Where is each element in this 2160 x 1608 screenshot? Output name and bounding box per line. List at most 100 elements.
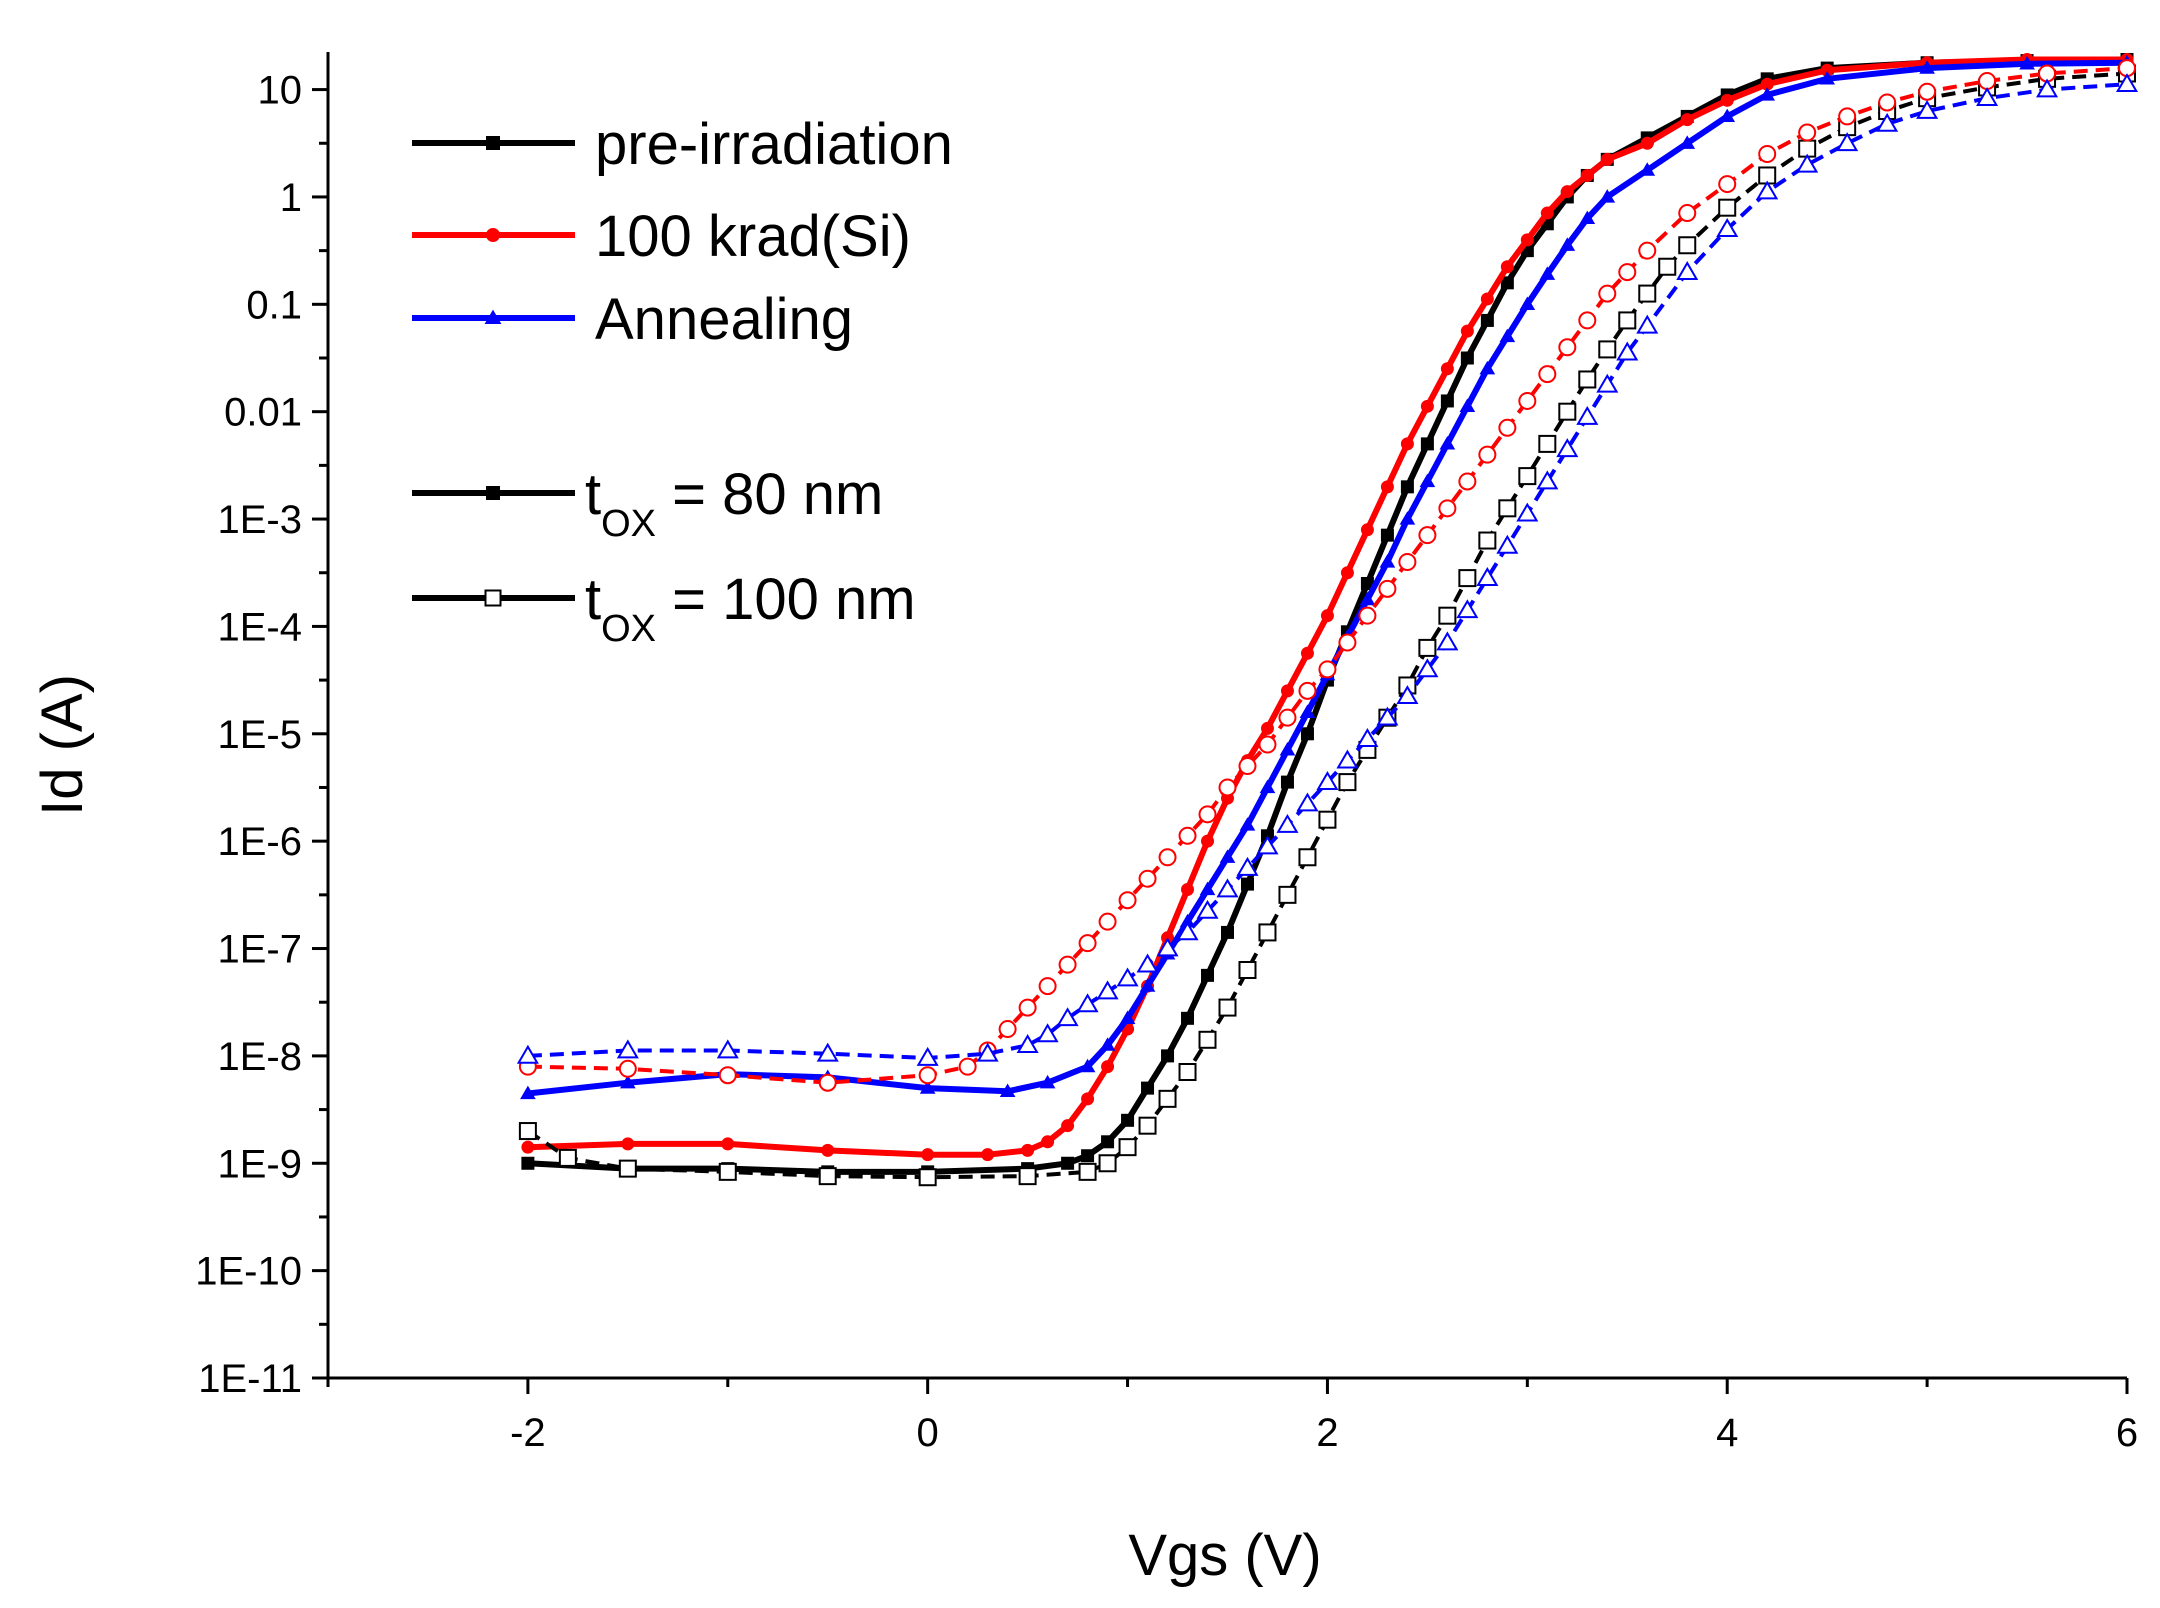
data-point xyxy=(1440,394,1454,408)
data-point xyxy=(918,1066,937,1085)
legend: pre-irradiation 100 krad(Si) Annealing tOX … xyxy=(412,112,953,650)
data-point xyxy=(1176,921,1199,941)
data-point xyxy=(1678,204,1697,223)
data-point xyxy=(1041,1135,1055,1149)
data-point xyxy=(821,1143,835,1157)
data-point xyxy=(1276,813,1299,833)
data-point xyxy=(1141,1081,1155,1095)
data-point xyxy=(1798,123,1817,142)
data-point xyxy=(1518,467,1537,486)
data-point xyxy=(1119,1010,1136,1024)
x-tick-label: 6 xyxy=(2116,1411,2138,1455)
data-point xyxy=(1599,189,1616,203)
data-point xyxy=(1718,198,1737,217)
data-point xyxy=(1256,835,1279,855)
data-point xyxy=(1278,885,1297,904)
x-tick-label: 0 xyxy=(917,1411,939,1455)
data-point xyxy=(1458,569,1477,588)
series-2 xyxy=(521,53,2134,1162)
data-point xyxy=(1359,591,1376,606)
data-point xyxy=(718,1066,737,1085)
data-point xyxy=(1420,399,1434,413)
data-point xyxy=(1380,528,1394,542)
data-point xyxy=(1379,554,1396,568)
data-point xyxy=(1676,260,1699,280)
data-point xyxy=(1236,856,1259,876)
data-point xyxy=(1398,553,1417,571)
data-point xyxy=(1518,391,1537,410)
data-point xyxy=(1279,742,1296,756)
data-point xyxy=(1520,233,1534,247)
data-point xyxy=(618,1059,637,1078)
data-point xyxy=(1280,684,1294,698)
data-point xyxy=(816,1042,839,1062)
data-point xyxy=(1416,658,1439,678)
data-point xyxy=(1639,162,1656,176)
axes-layer: 10 1 0.1 0.01 1E-3 1E-4 1E-5 1E-6 1E-7 1E-8 1E-9 1E… xyxy=(195,52,2138,1455)
data-point xyxy=(1480,292,1494,306)
data-point xyxy=(1500,276,1514,290)
data-point xyxy=(1680,113,1694,127)
data-point xyxy=(1198,1030,1217,1049)
data-point xyxy=(1480,313,1494,327)
data-point xyxy=(1320,609,1334,623)
data-point xyxy=(1419,473,1436,488)
data-point xyxy=(1340,566,1354,580)
data-point xyxy=(1101,1135,1115,1149)
data-point xyxy=(1438,606,1457,625)
data-point xyxy=(1021,1143,1035,1157)
data-point xyxy=(1616,341,1639,361)
legend-entry-4: tOX = 80 nm xyxy=(412,462,883,545)
data-point xyxy=(1838,107,1857,126)
data-point xyxy=(1556,438,1579,458)
data-point xyxy=(1499,328,1516,343)
data-point xyxy=(1300,727,1314,741)
data-point xyxy=(520,1085,536,1100)
data-point xyxy=(1039,1074,1056,1089)
data-point xyxy=(1098,1154,1117,1173)
data-point xyxy=(818,1167,837,1186)
legend-label: pre-irradiation xyxy=(595,112,953,177)
data-point xyxy=(1138,869,1157,888)
data-point xyxy=(1400,480,1414,494)
series-line xyxy=(527,82,2128,1060)
data-point xyxy=(1496,534,1519,554)
data-point xyxy=(516,1044,539,1064)
data-point xyxy=(1438,499,1457,518)
data-point xyxy=(1539,266,1556,280)
x-tick-label: -2 xyxy=(510,1411,546,1455)
data-point xyxy=(999,1083,1016,1097)
data-point xyxy=(1121,1113,1135,1127)
y-tick-label: 1E-9 xyxy=(218,1142,303,1186)
data-point xyxy=(1460,324,1474,338)
data-point xyxy=(1298,681,1317,700)
data-point xyxy=(1638,284,1657,303)
data-point xyxy=(1338,633,1357,652)
data-point xyxy=(718,1162,737,1181)
data-point xyxy=(1118,1138,1137,1157)
legend-marker xyxy=(486,228,500,242)
data-point xyxy=(1658,257,1677,276)
data-point xyxy=(1061,1119,1075,1133)
data-point xyxy=(1819,71,1835,85)
data-point xyxy=(1218,778,1237,797)
data-point xyxy=(1138,1116,1157,1135)
data-point xyxy=(1579,210,1596,225)
data-point xyxy=(1201,968,1215,982)
data-point xyxy=(1158,1089,1177,1108)
data-point xyxy=(1358,606,1377,625)
data-point xyxy=(1178,826,1197,845)
data-point xyxy=(1376,706,1399,726)
data-point xyxy=(918,1168,937,1187)
data-point xyxy=(1498,499,1517,518)
data-point xyxy=(1500,260,1514,274)
data-point xyxy=(1716,218,1739,237)
data-point xyxy=(1439,436,1456,450)
data-point xyxy=(1538,365,1557,384)
data-point xyxy=(1916,99,1939,119)
data-point xyxy=(1221,925,1234,939)
legend-marker xyxy=(486,136,500,150)
y-axis-title: Id (A) xyxy=(30,674,95,816)
data-point xyxy=(1796,153,1819,173)
